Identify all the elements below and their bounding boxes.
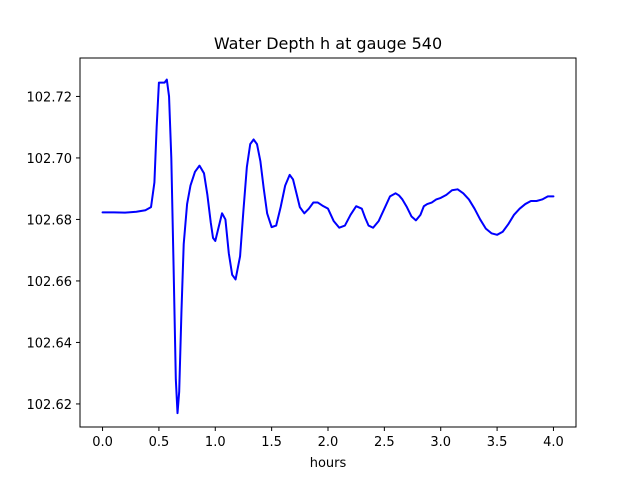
- x-tick-label: 3.0: [430, 435, 451, 450]
- y-tick-label: 102.68: [27, 213, 73, 228]
- chart-title: Water Depth h at gauge 540: [214, 34, 442, 53]
- y-tick-label: 102.66: [27, 275, 73, 290]
- x-tick-label: 1.0: [205, 435, 226, 450]
- x-tick-label: 4.0: [543, 435, 564, 450]
- x-tick-label: 2.5: [374, 435, 395, 450]
- series-line-0: [101, 78, 555, 415]
- x-tick-label: 0.0: [92, 435, 113, 450]
- y-tick-label: 102.64: [27, 336, 73, 351]
- x-tick-label: 1.5: [261, 435, 282, 450]
- y-axis: 102.62 102.64 102.66 102.68 102.70 102.72: [27, 90, 80, 413]
- y-tick-label: 102.62: [27, 398, 73, 413]
- plot-frame: [79, 57, 577, 428]
- x-tick-label: 2.0: [318, 435, 339, 450]
- y-tick-label: 102.72: [27, 90, 73, 105]
- x-axis: 0.0 0.5 1.0 1.5 2.0 2.5 3.0 3.5 4.0: [92, 427, 564, 450]
- x-tick-label: 3.5: [487, 435, 508, 450]
- x-tick-label: 0.5: [149, 435, 170, 450]
- x-axis-label: hours: [310, 456, 347, 471]
- y-tick-label: 102.70: [27, 152, 73, 167]
- plot-area: [79, 57, 577, 428]
